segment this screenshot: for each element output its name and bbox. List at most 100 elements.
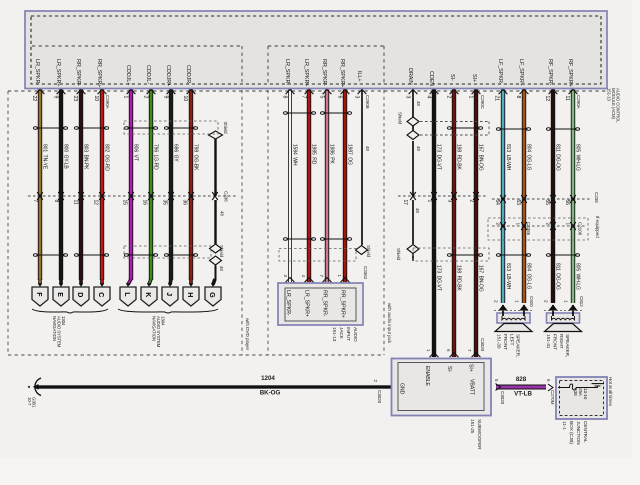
svg-text:803 BN-PK: 803 BN-PK: [83, 144, 89, 170]
svg-text:7: 7: [319, 275, 324, 278]
svg-text:1: 1: [426, 349, 431, 352]
svg-text:48: 48: [365, 146, 370, 151]
svg-text:828: 828: [516, 376, 527, 383]
svg-text:4: 4: [426, 96, 432, 99]
svg-text:D: D: [76, 292, 83, 297]
svg-text:7: 7: [32, 200, 38, 203]
svg-text:C2386: C2386: [526, 222, 531, 236]
svg-text:173 DG-VT: 173 DG-VT: [436, 144, 442, 170]
svg-text:7: 7: [467, 349, 472, 352]
svg-text:12: 12: [544, 96, 550, 102]
svg-text:151-30: 151-30: [496, 334, 502, 349]
svg-text:AUDIO SYSTEM: AUDIO SYSTEM: [57, 316, 62, 348]
svg-text:C920: C920: [529, 296, 534, 307]
svg-text:23: 23: [72, 96, 78, 102]
svg-text:CDDJL+: CDDJL+: [125, 65, 131, 85]
svg-text:798 OG-BK: 798 OG-BK: [193, 144, 199, 171]
svg-text:SI+: SI+: [468, 364, 474, 372]
svg-text:C2362: C2362: [363, 266, 368, 280]
svg-text:22: 22: [31, 96, 37, 102]
svg-text:AUDIO: AUDIO: [352, 327, 358, 342]
svg-text:LR_SPKR-: LR_SPKR-: [34, 59, 40, 85]
svg-text:Shield: Shield: [398, 112, 403, 125]
svg-text:Shield: Shield: [219, 245, 224, 258]
svg-text:6: 6: [446, 349, 451, 352]
svg-text:1987 OG: 1987 OG: [347, 144, 353, 165]
svg-text:12: 12: [93, 200, 99, 206]
svg-text:CDDJL-: CDDJL-: [145, 65, 151, 84]
svg-text:Hot at all times: Hot at all times: [608, 377, 613, 407]
svg-text:1304: 1304: [161, 316, 166, 326]
svg-text:17: 17: [402, 200, 408, 206]
svg-text:151-13: 151-13: [331, 327, 337, 342]
svg-text:SPEAKER,: SPEAKER,: [515, 334, 521, 357]
svg-text:2: 2: [495, 223, 501, 226]
svg-text:2: 2: [493, 300, 499, 303]
svg-text:RR_SPKR-: RR_SPKR-: [75, 59, 81, 86]
svg-text:LEFT: LEFT: [508, 334, 514, 345]
svg-text:1: 1: [337, 275, 342, 278]
svg-text:6: 6: [546, 379, 551, 382]
svg-text:198 RD-BK: 198 RD-BK: [456, 144, 462, 170]
svg-text:800 GY-LB: 800 GY-LB: [63, 144, 69, 169]
svg-text:Shield: Shield: [223, 122, 228, 135]
svg-text:C3020: C3020: [500, 391, 505, 405]
svg-text:1: 1: [468, 96, 474, 99]
svg-text:198 RD-BK: 198 RD-BK: [456, 265, 462, 291]
svg-text:LR_SPKR-: LR_SPKR-: [284, 59, 290, 85]
svg-text:2: 2: [545, 223, 551, 226]
svg-text:35: 35: [162, 200, 168, 206]
svg-text:E: E: [56, 292, 63, 297]
svg-text:10-7: 10-7: [27, 397, 32, 406]
svg-text:CDDJR+: CDDJR+: [165, 65, 171, 86]
svg-text:AUDIO SYSTEM: AUDIO SYSTEM: [156, 316, 161, 348]
svg-text:Shield: Shield: [366, 245, 371, 258]
svg-text:11: 11: [564, 96, 570, 101]
svg-text:LR_SPKR+: LR_SPKR+: [55, 59, 61, 86]
svg-text:10: 10: [93, 96, 99, 102]
svg-text:C290B: C290B: [365, 95, 370, 109]
svg-text:RF_SPKR+: RF_SPKR+: [567, 59, 573, 87]
svg-text:JACK: JACK: [338, 327, 344, 340]
svg-text:36: 36: [182, 200, 188, 206]
svg-text:151-13: 151-13: [607, 88, 612, 101]
svg-text:15: 15: [122, 200, 128, 206]
svg-text:LR_SPKR-: LR_SPKR-: [285, 290, 291, 316]
svg-text:RF_SPKR-: RF_SPKR-: [547, 59, 553, 86]
svg-text:GND: GND: [399, 383, 405, 395]
svg-text:RIGHT: RIGHT: [558, 334, 564, 349]
svg-text:9: 9: [53, 96, 59, 99]
svg-text:6: 6: [337, 96, 343, 99]
svg-text:1: 1: [565, 223, 571, 226]
svg-text:48: 48: [416, 101, 421, 106]
svg-text:FRONT: FRONT: [502, 334, 508, 350]
svg-text:NAVIGATION: NAVIGATION: [152, 316, 157, 341]
svg-text:LF_SPKR+: LF_SPKR+: [518, 59, 524, 86]
svg-text:2: 2: [469, 200, 475, 203]
svg-text:801 TN-YE: 801 TN-YE: [42, 144, 48, 170]
svg-text:FRONT: FRONT: [551, 334, 557, 350]
svg-text:JUNCTION: JUNCTION: [575, 421, 581, 445]
svg-text:7: 7: [301, 96, 307, 99]
svg-text:G301: G301: [32, 397, 37, 408]
svg-text:811 DG-OG: 811 DG-OG: [555, 263, 561, 290]
svg-text:813 LB-WH: 813 LB-WH: [505, 263, 511, 290]
svg-text:with audio input jack: with audio input jack: [387, 303, 392, 344]
svg-text:with DVD player: with DVD player: [245, 318, 250, 351]
svg-text:8: 8: [515, 96, 521, 99]
svg-text:9: 9: [163, 96, 169, 99]
svg-text:53: 53: [515, 200, 521, 206]
svg-text:SI-: SI-: [449, 74, 455, 81]
svg-text:SPEAKER,: SPEAKER,: [564, 334, 570, 357]
svg-text:54: 54: [494, 200, 500, 206]
svg-text:C290C: C290C: [480, 95, 485, 110]
svg-text:48: 48: [416, 146, 421, 151]
svg-text:SI+: SI+: [471, 74, 477, 82]
svg-text:RR_SPKR+: RR_SPKR+: [339, 59, 345, 87]
svg-text:BK-OG: BK-OG: [260, 390, 281, 397]
svg-text:INPUT: INPUT: [345, 327, 351, 341]
svg-text:805 WH-LG: 805 WH-LG: [575, 263, 581, 290]
svg-text:H: H: [186, 292, 193, 297]
svg-text:167 BN-OG: 167 BN-OG: [478, 265, 484, 292]
svg-text:1: 1: [515, 223, 521, 226]
